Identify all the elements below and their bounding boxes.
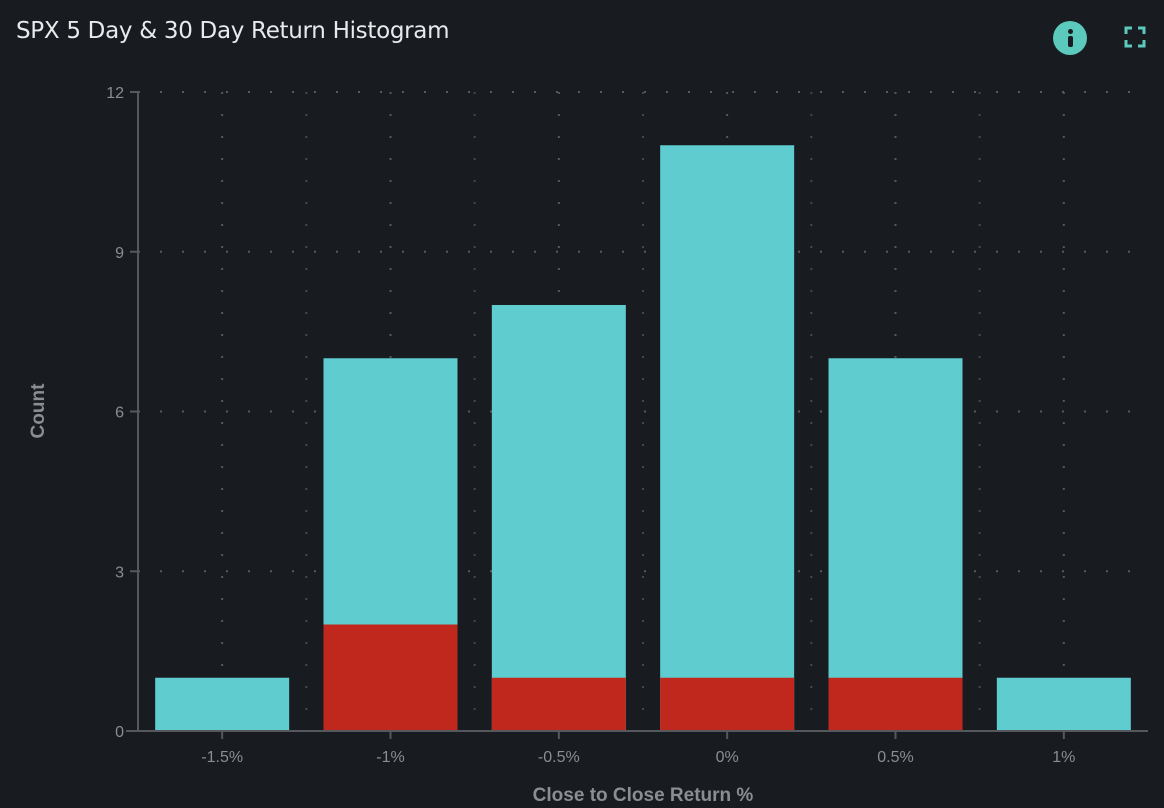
bar-series1-3 bbox=[660, 145, 795, 731]
y-tick-label: 0 bbox=[115, 724, 124, 741]
y-tick-label: 3 bbox=[115, 564, 124, 581]
x-tick-label: 1% bbox=[1052, 749, 1075, 766]
bar-series2-3 bbox=[660, 677, 795, 731]
chart-title: SPX 5 Day & 30 Day Return Histogram bbox=[16, 18, 450, 44]
bar-series2-4 bbox=[828, 677, 963, 731]
y-axis-label: Count bbox=[28, 383, 49, 439]
bar-series1-5 bbox=[996, 677, 1131, 731]
x-tick-label: -0.5% bbox=[538, 749, 580, 766]
x-tick-label: -1.5% bbox=[201, 749, 243, 766]
axes: 0 3 6 9 12 -1.5% -1% -0.5% 0% 0.5% 1% bbox=[106, 85, 1148, 766]
y-tick-label: 6 bbox=[115, 405, 124, 422]
x-tick-label: -1% bbox=[376, 749, 404, 766]
x-tick-label: 0% bbox=[716, 749, 739, 766]
bar-series2-2 bbox=[491, 677, 626, 731]
info-icon[interactable] bbox=[1053, 21, 1087, 55]
bar-series1-0 bbox=[155, 677, 290, 731]
bar-series2-1 bbox=[323, 624, 458, 731]
bars bbox=[155, 145, 1131, 731]
y-tick-label: 9 bbox=[115, 245, 124, 262]
x-axis-label: Close to Close Return % bbox=[533, 785, 754, 806]
bar-series1-4 bbox=[828, 358, 963, 731]
expand-icon[interactable] bbox=[1124, 26, 1146, 48]
grid bbox=[138, 91, 1148, 731]
y-tick-label: 12 bbox=[106, 85, 124, 102]
x-tick-label: 0.5% bbox=[877, 749, 913, 766]
bar-series1-2 bbox=[491, 305, 626, 731]
